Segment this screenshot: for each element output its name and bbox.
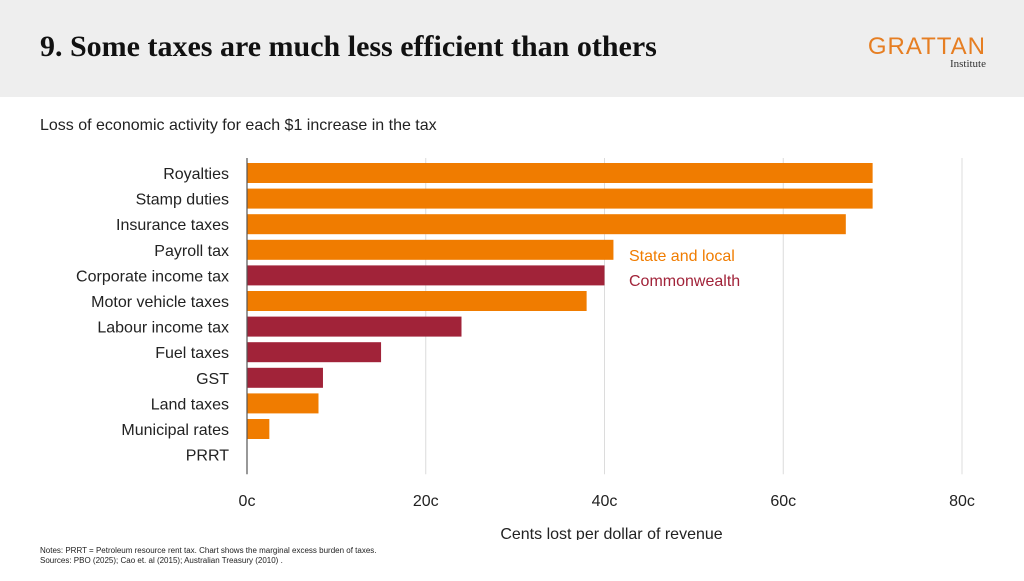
chart-subtitle: Loss of economic activity for each $1 in… <box>40 117 437 134</box>
category-label: Payroll tax <box>154 243 229 260</box>
legend-entry: Commonwealth <box>629 273 740 290</box>
bar <box>247 342 382 363</box>
category-label: Fuel taxes <box>155 345 229 362</box>
x-tick-label: 60c <box>770 493 796 510</box>
logo-wordmark: GRATTAN <box>867 33 986 60</box>
category-label: Motor vehicle taxes <box>91 294 229 311</box>
category-label: Stamp duties <box>136 192 229 209</box>
x-tick-label: 0c <box>239 493 256 510</box>
bar <box>247 393 319 414</box>
category-label: Insurance taxes <box>116 217 229 234</box>
category-label: Corporate income tax <box>76 268 229 285</box>
bar <box>247 239 614 260</box>
legend-entry: State and local <box>629 248 735 265</box>
bar <box>247 419 270 439</box>
x-axis-title: Cents lost per dollar of revenue <box>500 526 722 540</box>
x-tick-label: 40c <box>592 493 618 510</box>
footnotes: Notes: PRRT = Petroleum resource rent ta… <box>40 546 377 566</box>
category-label: GST <box>196 371 229 388</box>
bar <box>247 214 846 235</box>
notes-line: Notes: PRRT = Petroleum resource rent ta… <box>40 546 377 555</box>
grattan-logo: GRATTAN Institute <box>867 33 986 71</box>
bar <box>247 316 462 337</box>
bar <box>247 291 587 311</box>
x-tick-label: 20c <box>413 493 439 510</box>
category-label: PRRT <box>186 448 229 465</box>
bar-chart: Royalties Stamp duties Insurance taxes Payr… <box>76 158 975 540</box>
bar <box>247 367 323 388</box>
x-tick-label: 80c <box>949 493 975 510</box>
category-label: Royalties <box>163 166 229 183</box>
bar <box>247 265 605 286</box>
category-label: Land taxes <box>151 396 229 413</box>
sources-line: Sources: PBO (2025); Cao et. al (2015); … <box>40 556 283 565</box>
page-title: 9. Some taxes are much less efficient th… <box>40 30 657 63</box>
category-label: Municipal rates <box>121 422 229 439</box>
header-bar: 9. Some taxes are much less efficient th… <box>0 0 1024 97</box>
logo-subtext: Institute <box>949 58 986 70</box>
bar <box>247 163 873 183</box>
category-label: Labour income tax <box>97 320 229 337</box>
bar <box>247 188 873 209</box>
